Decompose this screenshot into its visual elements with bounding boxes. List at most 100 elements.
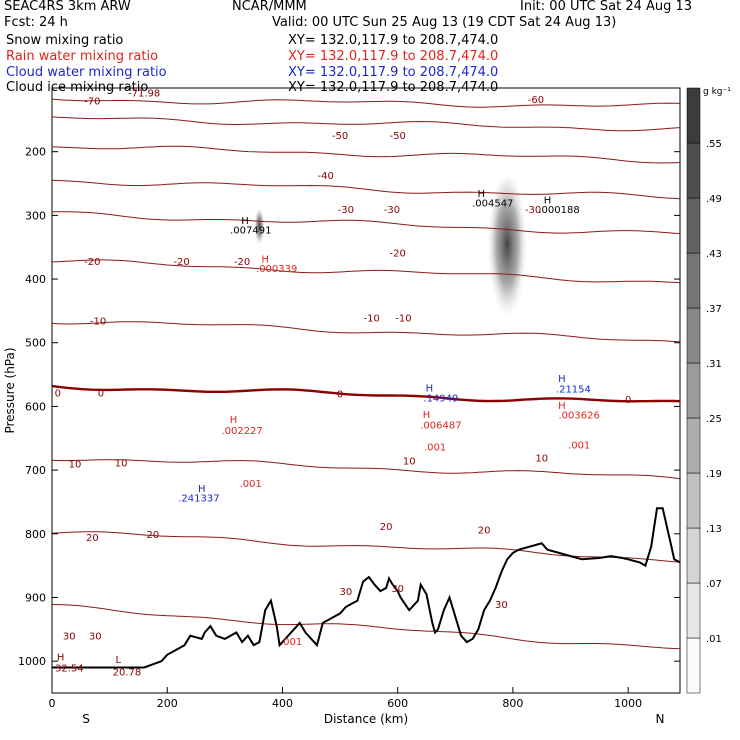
- extremum-label: .001: [280, 637, 302, 648]
- colorbar-label: .31: [706, 359, 722, 370]
- isotherm-m30: [51, 211, 681, 234]
- colorbar-segment: [686, 472, 701, 529]
- extremum-label: .001: [568, 441, 590, 452]
- isotherm-label: 0: [98, 388, 104, 399]
- colorbar-label: .13: [706, 524, 722, 535]
- isotherm-label: 0: [625, 395, 631, 406]
- isotherm-label: -20: [84, 257, 100, 268]
- colorbar-label: .49: [706, 194, 722, 205]
- isotherm-label: -20: [173, 257, 189, 268]
- colorbar-segment: [686, 417, 701, 474]
- extremum-label: .001: [240, 479, 262, 490]
- y-axis-title: Pressure (hPa): [3, 347, 17, 433]
- x-end-label-north: N: [656, 712, 665, 726]
- extremum-label: H: [198, 484, 206, 495]
- extremum-label: .000339: [256, 264, 297, 275]
- field-label-snow: Snow mixing ratio: [6, 33, 124, 48]
- colorbar-label: .25: [706, 414, 722, 425]
- extremum-label: L: [115, 655, 121, 666]
- colorbar-unit: g kg⁻¹: [703, 87, 731, 97]
- x-end-label-south: S: [82, 712, 90, 726]
- y-tick-label: 500: [25, 337, 46, 350]
- extremum-label: 20.78: [113, 667, 142, 678]
- extremum-label: H: [241, 216, 249, 227]
- field-xy-cloud-water: XY= 132.0,117.9 to 208.7,474.0: [288, 65, 499, 80]
- extremum-label: .007491: [230, 225, 271, 236]
- extremum-label: H: [261, 255, 269, 266]
- isotherm-m10: [51, 321, 681, 343]
- x-tick-label: 600: [387, 697, 408, 710]
- y-tick-label: 400: [25, 273, 46, 286]
- x-tick-label: 800: [502, 697, 523, 710]
- colorbar-label: .55: [706, 139, 722, 150]
- colorbar-label: .07: [706, 579, 722, 590]
- extremum-label: .14949: [423, 394, 458, 405]
- isotherm-label: 20: [146, 530, 159, 541]
- isotherm-label: -10: [90, 316, 106, 327]
- isotherm-label: -71.98: [128, 88, 160, 99]
- cloud-ice-plume-0: [254, 209, 265, 248]
- colorbar-segment: [686, 362, 701, 419]
- colorbar-segment: [686, 527, 701, 584]
- isotherm-label: 20: [478, 525, 491, 536]
- colorbar-segment: [686, 637, 701, 694]
- y-tick-label: 300: [25, 209, 46, 222]
- colorbar-segment: [686, 197, 701, 254]
- isotherm-label: -30: [384, 205, 400, 216]
- field-label-cloud-water: Cloud water mixing ratio: [6, 65, 167, 80]
- isotherm-label: 20: [86, 533, 99, 544]
- y-tick-label: 200: [25, 146, 46, 159]
- x-tick-label: 200: [157, 697, 178, 710]
- isotherm-label: 20: [380, 522, 393, 533]
- isotherm-label: 10: [115, 458, 128, 469]
- valid-time: Valid: 00 UTC Sun 25 Aug 13 (19 CDT Sat …: [272, 15, 617, 30]
- extremum-label: .21154: [556, 385, 591, 396]
- extremum-label: .004547: [472, 199, 513, 210]
- isotherm-label: -60: [528, 95, 544, 106]
- extremum-label: 32.54: [55, 664, 84, 675]
- colorbar-segment: [686, 87, 701, 144]
- extremum-label: H: [230, 415, 238, 426]
- isotherm-30: [51, 604, 681, 650]
- isotherm-m70: [51, 98, 681, 108]
- colorbar-label: .43: [706, 249, 722, 260]
- isotherm-label: 0: [55, 388, 61, 399]
- field-label-rain: Rain water mixing ratio: [6, 49, 159, 64]
- isotherm-m60: [51, 116, 681, 132]
- isotherm-label: -40: [317, 171, 333, 182]
- colorbar-segment: [686, 142, 701, 199]
- isotherm-10: [51, 459, 681, 480]
- isotherm-m40: [51, 179, 681, 200]
- extremum-label: H: [423, 410, 431, 421]
- isotherm-label: 0: [337, 390, 343, 401]
- y-tick-label: 600: [25, 400, 46, 413]
- isotherm-m20: [51, 259, 681, 284]
- isotherm-label: -20: [234, 257, 250, 268]
- isotherm-m50: [51, 145, 681, 164]
- init-time: Init: 00 UTC Sat 24 Aug 13: [520, 0, 693, 14]
- colorbar-segment: [686, 307, 701, 364]
- isotherm-label: 10: [535, 453, 548, 464]
- isotherm-label: 30: [63, 632, 76, 643]
- isotherm-label: 30: [391, 584, 404, 595]
- isotherm-label: 30: [495, 600, 508, 611]
- plot-frame: [51, 87, 681, 694]
- isotherm-label: -10: [395, 313, 411, 324]
- isotherm-label: 10: [403, 457, 416, 468]
- isotherm-label: 30: [89, 632, 102, 643]
- y-tick-label: 900: [25, 591, 46, 604]
- extremum-label: .241337: [178, 493, 219, 504]
- isotherm-label: -50: [390, 131, 406, 142]
- isotherm-label: -70: [84, 97, 100, 108]
- extremum-label: H: [558, 401, 566, 412]
- colorbar-segment: [686, 582, 701, 639]
- organization-label: NCAR/MMM: [232, 0, 307, 14]
- x-tick-label: 400: [272, 697, 293, 710]
- isotherm-20: [51, 531, 681, 563]
- x-tick-label: 1000: [614, 697, 642, 710]
- isotherm-label: -20: [390, 248, 406, 259]
- field-xy-snow: XY= 132.0,117.9 to 208.7,474.0: [288, 33, 499, 48]
- isotherm-label: -10: [364, 313, 380, 324]
- isotherm-0: [51, 384, 681, 403]
- y-tick-label: 700: [25, 464, 46, 477]
